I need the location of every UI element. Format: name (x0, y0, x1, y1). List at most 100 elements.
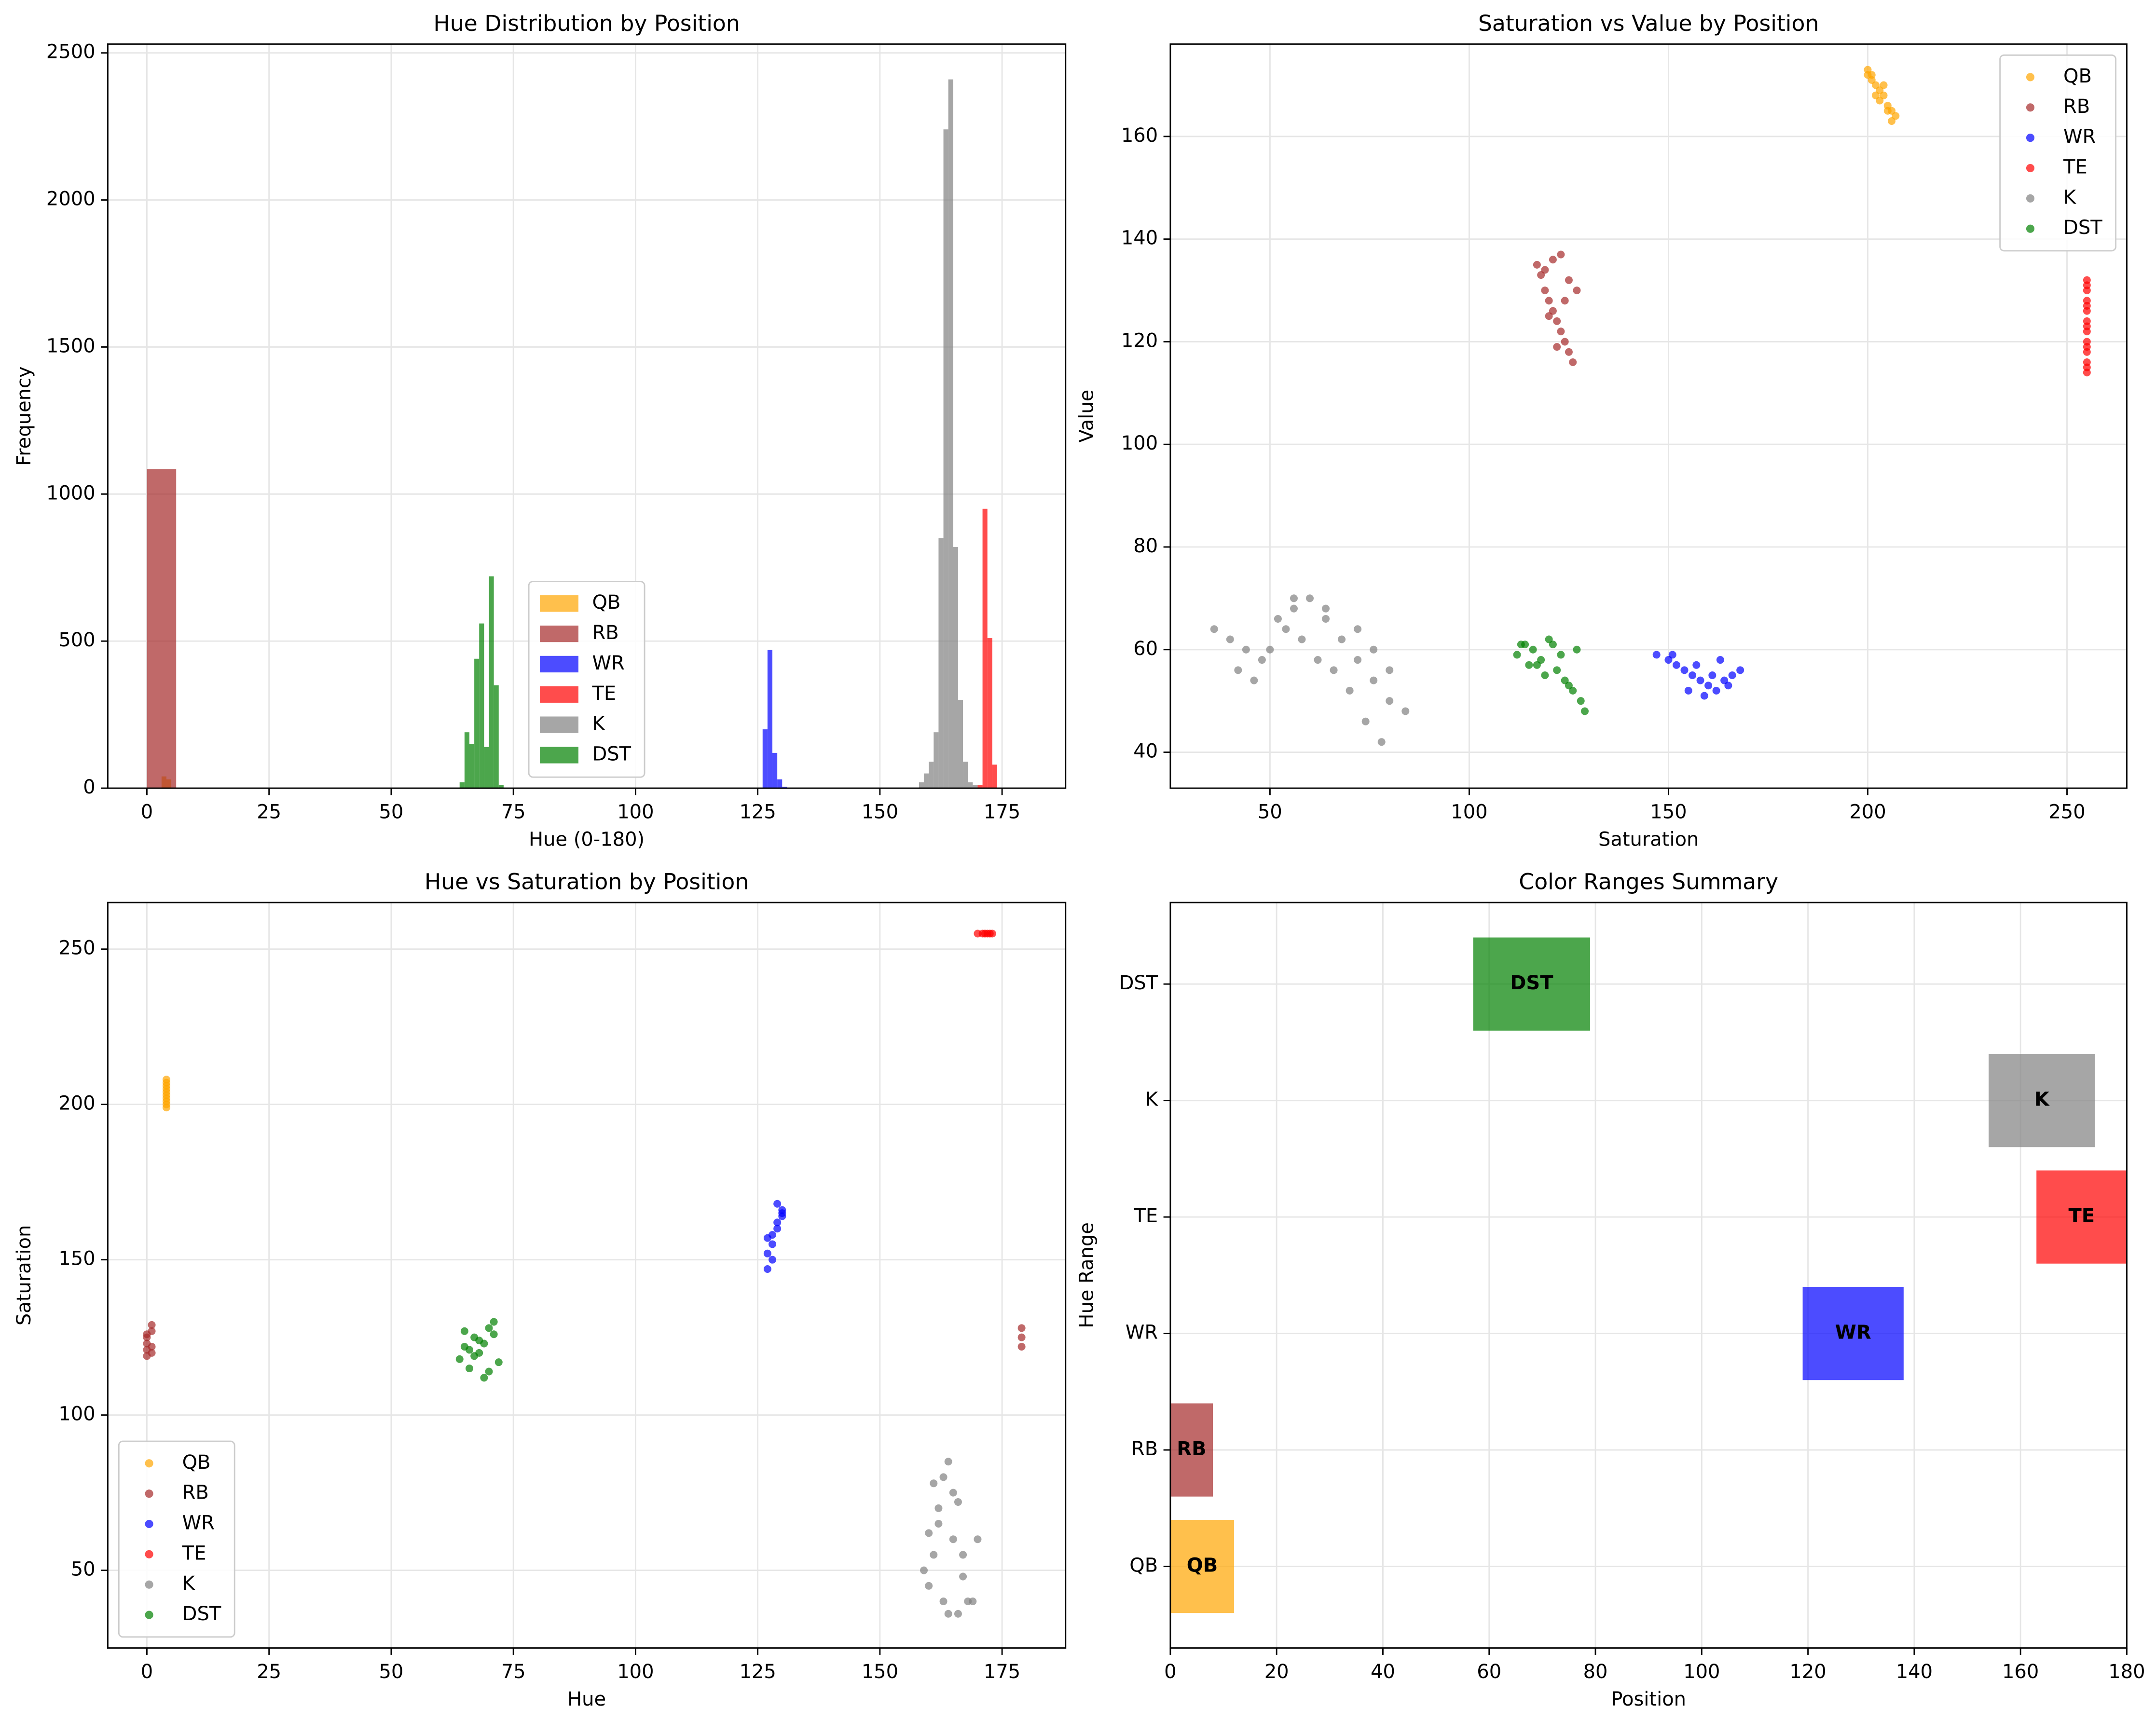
legend-label: TE (2063, 156, 2087, 178)
scatter-point (1346, 686, 1354, 695)
scatter-point (1314, 656, 1322, 664)
x-tick-label: 180 (2108, 1661, 2145, 1683)
scatter-point (769, 1240, 777, 1248)
scatter-point (959, 1551, 967, 1559)
histogram-bar (469, 744, 475, 789)
scatter-point (969, 1598, 977, 1606)
y-tick-label: 40 (1133, 740, 1158, 763)
scatter-point (1565, 276, 1573, 284)
scatter-point (1377, 738, 1386, 746)
legend-label: WR (592, 652, 625, 674)
y-tick-label: 140 (1121, 227, 1158, 249)
y-tick-label: 500 (58, 629, 95, 651)
scatter-point (1549, 641, 1557, 649)
legend-swatch (539, 747, 578, 764)
y-axis-label: Hue Range (1075, 1222, 1098, 1328)
scatter-point (1708, 671, 1717, 679)
scatter-point (1553, 317, 1561, 325)
y-tick-label: 80 (1133, 535, 1158, 557)
chart-title: Color Ranges Summary (1519, 869, 1778, 895)
x-tick-label: 75 (501, 801, 526, 823)
scatter-point (1716, 656, 1724, 664)
scatter-point (1580, 707, 1589, 715)
histogram-bar (464, 732, 469, 789)
legend: QB RB WR TE K DST (118, 1440, 235, 1638)
y-tick-label: QB (1129, 1555, 1158, 1577)
scatter-point (1573, 645, 1581, 654)
legend-marker (2026, 164, 2035, 173)
scatter-point (1712, 686, 1720, 695)
y-tick-label: DST (1119, 972, 1158, 994)
scatter-point (1525, 661, 1533, 669)
scatter-point (162, 1076, 170, 1084)
legend-label: RB (592, 622, 619, 644)
scatter-point (925, 1582, 933, 1590)
histogram-bar (762, 729, 768, 789)
scatter-point (769, 1256, 777, 1264)
legend-label: DST (592, 743, 632, 765)
scatter-point (954, 1498, 962, 1506)
scatter-point (470, 1352, 479, 1360)
scatter-point (455, 1355, 464, 1363)
legend-marker (2026, 224, 2035, 233)
scatter-point (1545, 312, 1553, 320)
scatter-point (2083, 301, 2091, 310)
chart-title: Saturation vs Value by Position (1478, 11, 1819, 36)
scatter-point (1724, 682, 1732, 690)
legend-swatch (539, 625, 578, 642)
scatter-point (1573, 287, 1581, 295)
histogram-bar (982, 508, 988, 789)
scatter-point (1569, 358, 1577, 367)
scatter-point (1864, 71, 1872, 79)
legend-marker (2026, 103, 2035, 112)
y-tick-label: 150 (58, 1248, 95, 1270)
legend-marker (145, 1459, 153, 1468)
scatter-point (930, 1551, 938, 1559)
histogram-bar (948, 79, 953, 789)
y-tick-label: 200 (58, 1093, 95, 1115)
legend-marker (145, 1611, 153, 1619)
scatter-point (974, 1535, 982, 1543)
y-tick-label: K (1145, 1089, 1159, 1111)
scatter-point (1728, 671, 1736, 679)
y-tick-label: WR (1126, 1322, 1158, 1344)
scatter-point (1557, 328, 1565, 336)
scatter-point (1883, 107, 1892, 115)
x-tick-label: 100 (617, 1661, 654, 1683)
scatter-point (1549, 256, 1557, 264)
scatter-point (1545, 297, 1553, 305)
y-tick-label: 100 (1121, 432, 1158, 454)
scatter-point (1258, 656, 1266, 664)
scatter-point (1684, 686, 1692, 695)
scatter-point (1338, 635, 1346, 643)
scatter-point (465, 1365, 473, 1373)
scatter-point (763, 1249, 771, 1257)
chart-title: Hue Distribution by Position (433, 11, 740, 36)
chart-title: Hue vs Saturation by Position (425, 869, 749, 895)
y-tick-label: 60 (1133, 638, 1158, 660)
histogram-bar (147, 469, 177, 789)
scatter-point (1210, 625, 1218, 633)
legend-swatch (539, 595, 578, 612)
legend-marker (2026, 194, 2035, 203)
legend-label: WR (182, 1512, 215, 1534)
scatter-point (1672, 661, 1680, 669)
scatter-point (1704, 682, 1713, 690)
y-tick-label: 2000 (46, 188, 96, 210)
scatter-point (1652, 651, 1661, 659)
scatter-point (1266, 645, 1274, 654)
y-tick-label: TE (1133, 1205, 1158, 1227)
x-tick-label: 200 (1849, 801, 1886, 823)
scatter-point (1529, 645, 1537, 654)
scatter-point (1557, 250, 1565, 259)
scatter-point (1700, 692, 1708, 700)
bar-label: K (2034, 1089, 2050, 1111)
legend-label: DST (2063, 217, 2102, 239)
y-tick-label: 2500 (46, 41, 96, 63)
histogram-bar (772, 752, 778, 789)
legend-label: DST (182, 1603, 221, 1625)
y-tick-label: 1500 (46, 335, 96, 357)
histogram-bar (489, 576, 494, 789)
scatter-point (1513, 651, 1521, 659)
scatter-point (1736, 666, 1744, 674)
